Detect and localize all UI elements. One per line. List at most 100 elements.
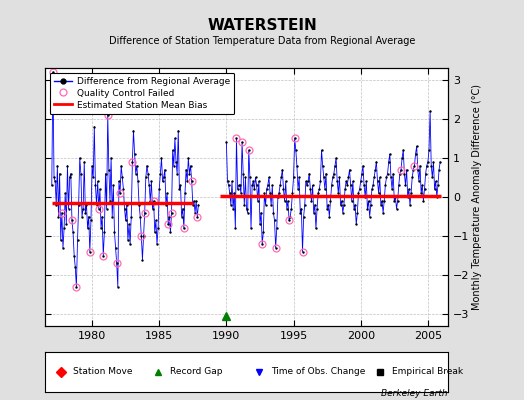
Point [277,174,286,181]
Point [77,170,85,177]
Point [361,194,369,200]
Point [372,159,380,165]
Point [406,202,414,208]
Point [85,248,94,255]
Point [53,162,62,169]
Point [281,178,290,184]
Point [87,217,95,224]
Point [143,162,151,169]
Point [59,245,67,251]
Point [118,174,126,181]
Point [139,233,148,239]
Point [407,190,416,196]
Point [377,202,385,208]
Point [230,190,238,196]
Point [291,147,300,153]
Point [70,252,79,259]
Point [71,264,80,270]
Point [157,155,166,161]
Point [421,170,430,177]
Point [416,162,424,169]
Point [151,217,160,224]
Point [114,284,122,290]
Point [113,260,121,267]
Point [252,174,260,181]
Point [325,213,334,220]
Point [408,174,417,181]
Point [58,210,66,216]
Point [397,166,405,173]
Point [182,166,190,173]
Point [224,182,233,188]
Point [385,159,393,165]
Point [381,182,389,188]
Point [48,182,56,188]
Point [147,178,156,184]
Point [116,190,124,196]
Point [261,202,270,208]
Point [324,202,332,208]
Point [387,174,395,181]
Point [334,190,343,196]
Point [280,198,289,204]
Point [307,198,315,204]
Point [395,182,403,188]
Point [302,178,310,184]
Point [148,206,157,212]
Point [409,166,418,173]
Point [360,182,368,188]
Point [56,170,64,177]
Point [297,206,305,212]
Point [190,198,198,204]
Point [403,194,412,200]
Point [135,202,143,208]
Point [371,166,379,173]
Point [336,202,345,208]
Point [370,174,378,181]
Point [279,186,288,192]
Point [268,182,277,188]
Point [165,213,173,220]
Point [263,186,271,192]
Point [341,186,349,192]
Point [144,170,152,177]
Point [171,135,179,142]
Point [435,166,443,173]
Point [119,186,128,192]
Point [241,174,249,181]
Point [64,206,73,212]
Text: Station Move: Station Move [73,368,133,376]
Point [134,178,142,184]
Point [311,202,319,208]
Point [398,155,406,161]
Point [266,190,274,196]
Point [298,248,307,255]
Point [420,186,429,192]
Point [427,162,435,169]
Point [339,210,347,216]
Point [429,159,438,165]
Point [66,174,74,181]
Point [50,174,58,181]
Point [231,225,239,232]
Point [314,190,322,196]
Point [362,178,370,184]
Point [345,166,354,173]
Text: Difference of Station Temperature Data from Regional Average: Difference of Station Temperature Data f… [109,36,415,46]
Point [418,182,427,188]
Point [192,198,200,204]
Point [193,213,202,220]
Point [126,241,134,247]
Point [122,217,130,224]
Point [401,182,410,188]
Point [375,190,383,196]
Point [282,206,291,212]
Point [57,237,65,243]
Point [285,217,293,224]
Point [290,135,299,142]
Point [402,166,411,173]
Point [243,206,251,212]
Point [278,166,287,173]
Point [344,174,353,181]
Point [342,178,351,184]
